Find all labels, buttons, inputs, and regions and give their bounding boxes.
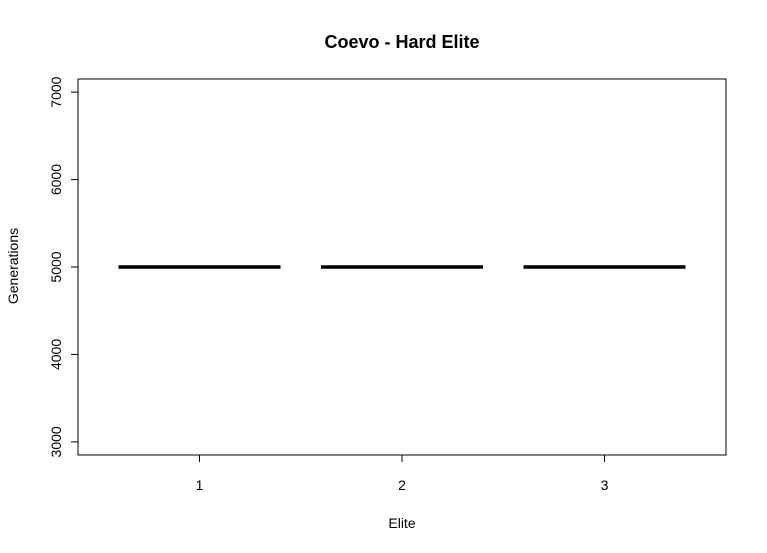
y-axis-label: Generations: [5, 228, 21, 304]
x-axis: 1 2 3: [196, 454, 609, 493]
y-tick-label: 5000: [48, 251, 64, 282]
y-tick-label: 4000: [48, 339, 64, 370]
x-tick-label: 3: [601, 477, 609, 493]
y-tick-label: 3000: [48, 426, 64, 457]
x-tick-label: 2: [398, 477, 406, 493]
y-tick-label: 6000: [48, 164, 64, 195]
y-axis: 3000 4000 5000 6000 7000: [48, 76, 79, 457]
y-tick-label: 7000: [48, 76, 64, 107]
x-axis-label: Elite: [388, 515, 415, 531]
chart-title: Coevo - Hard Elite: [324, 32, 479, 52]
x-tick-label: 1: [196, 477, 204, 493]
